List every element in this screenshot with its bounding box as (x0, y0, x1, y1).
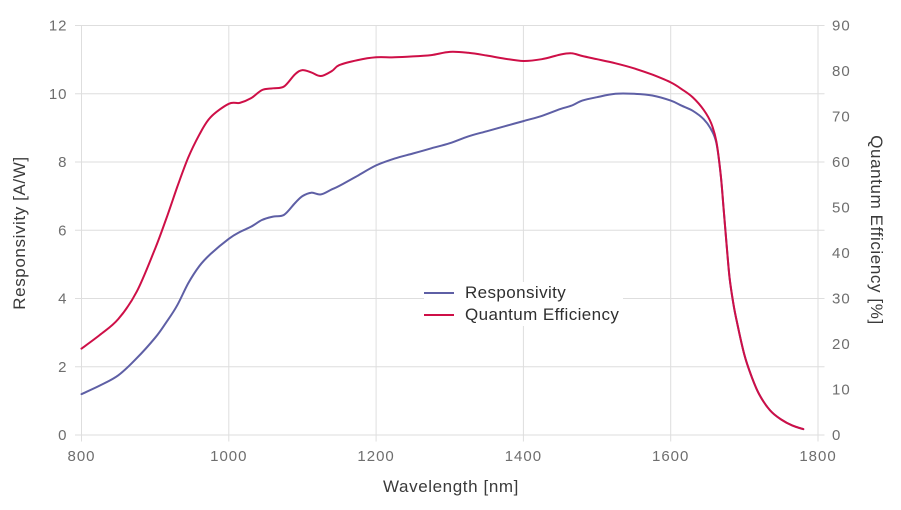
y-right-tick-label: 20 (832, 336, 851, 353)
x-tick-label: 1200 (357, 448, 394, 465)
y-right-tick-label: 10 (832, 382, 851, 399)
y-left-tick-label: 6 (58, 222, 67, 239)
x-axis-title: Wavelength [nm] (383, 477, 519, 496)
x-tick-label: 1400 (505, 448, 542, 465)
legend-swatch-quantum-efficiency (424, 314, 454, 316)
y-left-tick-label: 10 (49, 86, 68, 103)
legend-swatch-responsivity (424, 292, 454, 294)
y-right-tick-label: 30 (832, 291, 851, 308)
y-left-tick-label: 8 (58, 154, 67, 171)
legend-item-quantum-efficiency: Quantum Efficiency (424, 304, 619, 326)
y-right-axis-title: Quantum Efficiency [%] (867, 135, 886, 325)
x-tick-label: 1800 (799, 448, 836, 465)
y-left-axis-title: Responsivity [A/W] (10, 156, 29, 310)
legend-label-quantum-efficiency: Quantum Efficiency (465, 305, 620, 324)
y-right-tick-label: 0 (832, 427, 841, 444)
y-left-tick-label: 0 (58, 427, 67, 444)
y-left-tick-label: 2 (58, 359, 67, 376)
y-right-tick-label: 60 (832, 154, 851, 171)
series-line-quantum-efficiency (80, 50, 805, 431)
y-right-tick-label: 70 (832, 109, 851, 126)
legend-item-responsivity: Responsivity (424, 282, 619, 304)
series-line-responsivity (80, 92, 805, 431)
chart-legend: Responsivity Quantum Efficiency (424, 282, 624, 326)
y-left-tick-label: 12 (49, 18, 68, 35)
legend-label-responsivity: Responsivity (465, 283, 567, 302)
y-right-tick-label: 40 (832, 245, 851, 262)
y-right-tick-label: 80 (832, 63, 851, 80)
y-right-tick-label: 90 (832, 18, 851, 35)
y-left-tick-label: 4 (58, 291, 67, 308)
x-tick-label: 1600 (652, 448, 689, 465)
x-tick-label: 800 (67, 448, 95, 465)
x-tick-label: 1000 (210, 448, 247, 465)
y-right-tick-label: 50 (832, 200, 851, 217)
